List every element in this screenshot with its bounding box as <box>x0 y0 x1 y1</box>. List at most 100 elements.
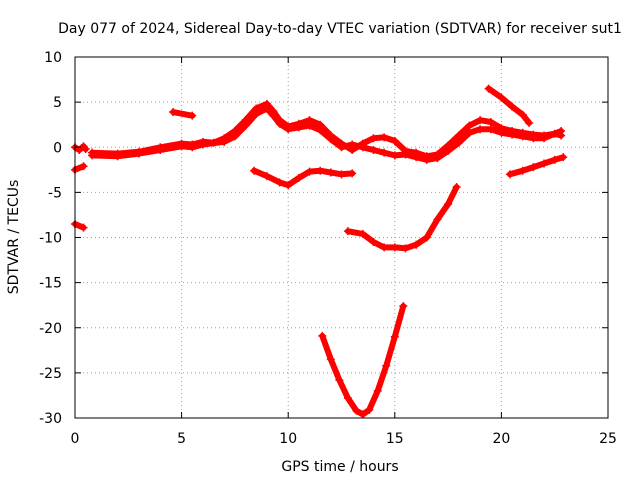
series-piece-13h <box>319 303 407 418</box>
data-point <box>188 111 197 120</box>
series-piece-10h <box>251 167 356 189</box>
data-point <box>422 233 431 242</box>
data-point <box>540 159 549 168</box>
y-tick-label: -20 <box>39 321 62 337</box>
data-point <box>401 150 410 159</box>
data-point <box>497 128 506 137</box>
data-point <box>177 142 186 151</box>
data-point <box>454 138 463 147</box>
data-point <box>294 123 303 132</box>
data-point <box>326 355 335 364</box>
data-point <box>390 243 399 252</box>
data-point <box>343 227 352 236</box>
data-point <box>559 153 568 162</box>
y-tick-label: -10 <box>39 231 62 247</box>
data-point <box>316 126 325 135</box>
data-point <box>352 406 361 415</box>
data-point <box>401 244 410 253</box>
data-point <box>169 108 178 117</box>
data-point <box>335 376 344 385</box>
data-point <box>275 119 284 128</box>
data-point <box>399 302 408 311</box>
data-point <box>476 116 485 125</box>
data-point <box>380 148 389 157</box>
data-point <box>497 93 506 102</box>
data-point <box>380 243 389 252</box>
data-point <box>550 155 559 164</box>
data-point <box>188 143 197 152</box>
data-point <box>529 163 538 172</box>
data-point <box>305 167 314 176</box>
data-point <box>412 153 421 162</box>
data-point <box>365 405 374 414</box>
data-point <box>505 170 514 179</box>
y-tick-label: -30 <box>39 411 62 427</box>
grid-lines <box>75 57 608 418</box>
data-point <box>241 121 250 130</box>
data-point <box>525 118 534 127</box>
data-point <box>79 162 88 171</box>
x-axis-label: GPS time / hours <box>281 459 398 475</box>
data-point <box>326 168 335 177</box>
data-point <box>305 121 314 130</box>
series-piece-14h <box>344 184 460 252</box>
data-point <box>518 110 527 119</box>
data-point <box>348 140 357 149</box>
data-point <box>390 136 399 145</box>
y-tick-label: -25 <box>39 366 62 382</box>
data-point <box>262 172 271 181</box>
data-point <box>358 229 367 238</box>
data-point <box>262 104 271 113</box>
series-band-0h <box>72 143 89 153</box>
chart-title: Day 077 of 2024, Sidereal Day-to-day VTE… <box>58 21 622 37</box>
x-tick-label: 0 <box>71 431 80 447</box>
y-tick-label: 10 <box>44 50 62 66</box>
data-point <box>369 134 378 143</box>
data-point <box>134 149 143 158</box>
data-point <box>452 182 461 191</box>
x-tick-label: 10 <box>279 431 297 447</box>
data-point <box>318 331 327 340</box>
data-point <box>326 135 335 144</box>
series-band-main-2 <box>89 105 565 163</box>
axis-ticks: 0 5 10 15 20 25 10 5 0 -5 -10 -15 -20 -25 -30 <box>39 50 617 447</box>
data-point <box>557 127 566 136</box>
y-tick-label: -5 <box>48 185 62 201</box>
x-tick-label: 25 <box>599 431 617 447</box>
data-point <box>465 121 474 130</box>
data-point <box>284 181 293 190</box>
data-point <box>422 155 431 164</box>
data-point <box>508 102 517 111</box>
data-point <box>454 131 463 140</box>
x-tick-label: 15 <box>386 431 404 447</box>
data-point <box>79 223 88 232</box>
data-point <box>337 143 346 152</box>
data-point <box>465 128 474 137</box>
data-series <box>71 84 568 419</box>
plot-frame <box>74 56 609 419</box>
data-point <box>250 166 259 175</box>
data-point <box>156 145 165 154</box>
x-tick-label: 5 <box>177 431 186 447</box>
data-point <box>390 332 399 341</box>
y-tick-label: 0 <box>53 140 62 156</box>
data-point <box>380 133 389 142</box>
data-point <box>337 170 346 179</box>
data-point <box>412 240 421 249</box>
y-axis-label: SDTVAR / TECUs <box>6 180 22 295</box>
data-point <box>476 125 485 134</box>
data-point <box>444 146 453 155</box>
data-point <box>343 394 352 403</box>
data-point <box>444 200 453 209</box>
data-point <box>373 386 382 395</box>
data-point <box>484 84 493 93</box>
data-point <box>433 154 442 163</box>
data-point <box>294 173 303 182</box>
data-point <box>382 361 391 370</box>
data-point <box>358 143 367 152</box>
data-point <box>81 145 90 154</box>
data-point <box>113 152 122 161</box>
data-point <box>269 111 278 120</box>
data-point <box>390 151 399 160</box>
